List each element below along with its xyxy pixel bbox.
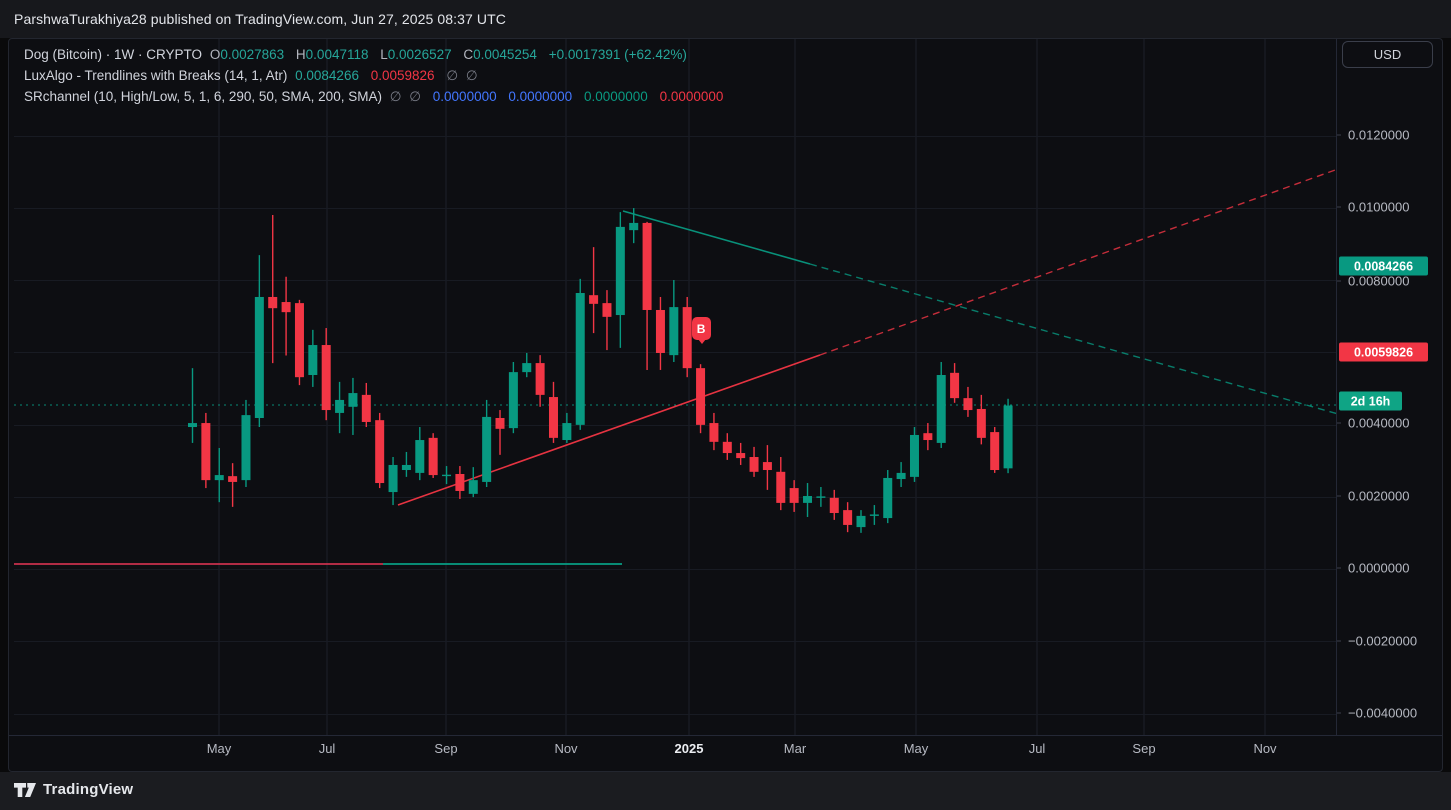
luxalgo-title: LuxAlgo - Trendlines with Breaks (14, 1,… (24, 68, 288, 83)
currency-button[interactable]: USD (1342, 41, 1433, 68)
change-value: +0.0017391 (+62.42%) (548, 47, 687, 62)
symbol-title: Dog (Bitcoin) · 1W · CRYPTO (24, 47, 203, 62)
time-tick-label: Nov (554, 741, 578, 756)
time-tick-label: Mar (783, 741, 807, 756)
empty-value-icon: ∅ (465, 68, 478, 83)
empty-value-icon: ∅ (446, 68, 459, 83)
time-tick-label: Jul (318, 741, 336, 756)
empty-value-icon: ∅ (389, 89, 402, 104)
tradingview-brand[interactable]: TradingView (14, 781, 133, 798)
price-axis-separator[interactable] (1336, 39, 1337, 735)
time-tick-label: 2025 (674, 741, 704, 756)
open-label: O (209, 47, 221, 62)
srchannel-legend-row[interactable]: SRchannel (10, High/Low, 5, 1, 6, 290, 5… (24, 89, 727, 105)
lux-lower-value-badge: 0.0059826 (1339, 342, 1428, 362)
time-tick-label: May (903, 741, 929, 756)
time-tick-label: Sep (1132, 741, 1156, 756)
price-tick-label: 0.0040000 (1348, 415, 1410, 431)
lux-upper-value-badge: 0.0084266 (1339, 256, 1428, 276)
price-tick-label: 0.0000000 (1348, 560, 1410, 576)
price-tick-label: 0.0080000 (1348, 273, 1410, 289)
footer-bar: TradingView (0, 772, 1451, 810)
luxalgo-upper-value: 0.0084266 (295, 68, 359, 83)
high-value: 0.0047118 (305, 47, 369, 62)
tradingview-logo-icon (14, 782, 36, 797)
symbol-legend-row[interactable]: Dog (Bitcoin) · 1W · CRYPTO O0.0027863 H… (24, 47, 691, 62)
time-tick-label: Nov (1253, 741, 1277, 756)
price-tick-label: −0.0040000 (1348, 705, 1418, 721)
publish-info: ParshwaTurakhiya28 published on TradingV… (14, 11, 506, 27)
time-tick-label: May (206, 741, 232, 756)
srchannel-value-3: 0.0000000 (583, 89, 648, 104)
srchannel-value-2: 0.0000000 (508, 89, 573, 104)
low-label: L (380, 47, 388, 62)
publish-bar: ParshwaTurakhiya28 published on TradingV… (0, 0, 1451, 38)
price-tick-label: −0.0020000 (1348, 633, 1418, 649)
bar-countdown-badge: 2d 16h (1339, 391, 1402, 411)
price-tick-label: 0.0120000 (1348, 127, 1410, 143)
chart-widget[interactable] (8, 38, 1443, 772)
luxalgo-legend-row[interactable]: LuxAlgo - Trendlines with Breaks (14, 1,… (24, 68, 482, 84)
price-tick-label: 0.0020000 (1348, 488, 1410, 504)
close-value: 0.0045254 (473, 47, 537, 62)
srchannel-value-1: 0.0000000 (432, 89, 497, 104)
time-tick-label: Sep (434, 741, 458, 756)
srchannel-value-4: 0.0000000 (659, 89, 724, 104)
price-tick-label: 0.0100000 (1348, 199, 1410, 215)
brand-name: TradingView (43, 781, 134, 798)
low-value: 0.0026527 (387, 47, 452, 62)
luxalgo-lower-value: 0.0059826 (370, 68, 435, 83)
close-label: C (463, 47, 474, 62)
open-value: 0.0027863 (220, 47, 285, 62)
time-tick-label: Jul (1028, 741, 1046, 756)
srchannel-title: SRchannel (10, High/Low, 5, 1, 6, 290, 5… (24, 89, 382, 104)
trendline-break-badge: B (691, 317, 711, 344)
high-label: H (295, 47, 306, 62)
time-axis-separator[interactable] (9, 735, 1442, 736)
empty-value-icon: ∅ (409, 89, 422, 104)
